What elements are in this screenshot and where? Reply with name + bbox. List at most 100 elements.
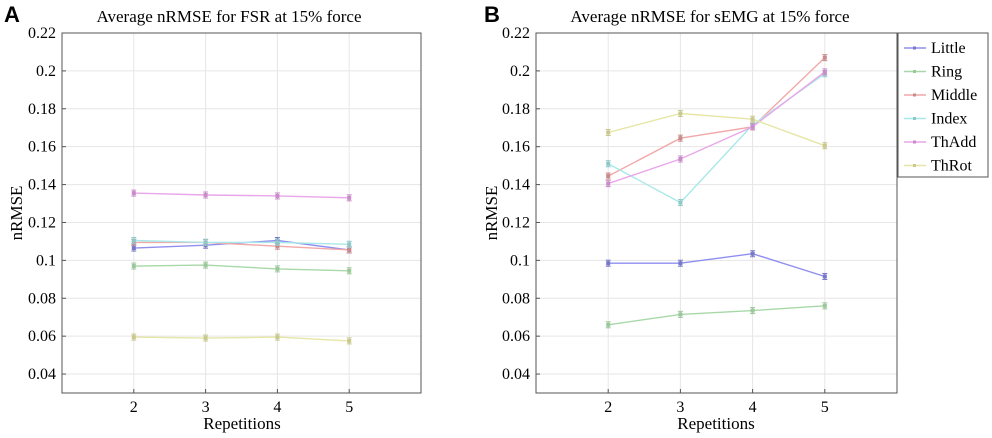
x-tick-label: 2 (604, 399, 612, 416)
y-tick-label: 0.22 (502, 25, 530, 42)
legend-marker-thadd (913, 140, 916, 144)
panel-a-series (131, 189, 352, 345)
y-tick-label: 0.08 (502, 290, 530, 307)
data-point-little (822, 274, 827, 279)
legend-label-middle: Middle (931, 87, 977, 104)
data-point-middle (606, 174, 611, 179)
data-point-little (678, 261, 683, 266)
data-point-thadd (203, 193, 208, 197)
data-point-ring (750, 308, 755, 313)
panel-b-title: Average nRMSE for sEMG at 15% force (570, 7, 849, 26)
panel-b-plot-area (535, 32, 898, 394)
data-point-middle (678, 136, 683, 141)
data-point-index (131, 238, 136, 243)
y-tick-label: 0.14 (502, 177, 530, 194)
panel-letter-b: B (484, 2, 500, 27)
x-tick-label: 3 (676, 399, 684, 416)
data-point-index (606, 161, 611, 166)
legend-marker-middle (913, 93, 916, 97)
panel-b-x-axis-label: Repetitions (677, 414, 754, 433)
data-point-throt (606, 130, 611, 135)
panel-b-grid (536, 32, 897, 393)
data-point-middle (822, 55, 827, 60)
legend-label-thadd: ThAdd (931, 134, 976, 151)
series-line-thadd (133, 192, 350, 199)
legend: Little Ring Middle Index ThAdd ThRot (897, 32, 989, 178)
series-line-little (608, 252, 826, 278)
data-point-ring (275, 266, 280, 271)
legend-label-throt: ThRot (931, 158, 972, 175)
data-point-thadd (606, 181, 611, 186)
y-tick-label: 0.2 (510, 63, 530, 80)
legend-label-ring: Ring (931, 64, 962, 81)
y-tick-label: 0.16 (28, 139, 56, 156)
legend-label-index: Index (931, 111, 967, 128)
panel-a-grid (62, 32, 421, 393)
data-point-ring (347, 268, 352, 273)
data-point-throt (203, 336, 208, 341)
data-point-throt (678, 111, 683, 116)
legend-label-little: Little (931, 40, 966, 57)
data-point-little (131, 246, 136, 251)
legend-items: Little Ring Middle Index ThAdd ThRot (904, 40, 977, 175)
y-tick-label: 0.04 (502, 366, 530, 383)
panel-a-plot-area (61, 32, 422, 394)
panel-a-title: Average nRMSE for FSR at 15% force (96, 7, 361, 26)
data-point-index (678, 200, 683, 205)
data-point-throt (347, 338, 352, 343)
panel-a-y-axis-label: nRMSE (7, 186, 26, 241)
panel-a-x-axis-label: Repetitions (203, 414, 280, 433)
y-tick-label: 0.1 (36, 252, 56, 269)
panel-b: B Average nRMSE for sEMG at 15% force 0.… (482, 2, 989, 433)
y-tick-label: 0.16 (502, 139, 530, 156)
data-point-throt (131, 335, 136, 340)
y-tick-label: 0.1 (510, 252, 530, 269)
y-tick-label: 0.06 (502, 328, 530, 345)
y-tick-label: 0.18 (28, 101, 56, 118)
data-point-thadd (678, 157, 683, 161)
x-tick-label: 4 (749, 399, 757, 416)
series-line-throt (608, 112, 826, 147)
x-tick-label: 4 (273, 399, 281, 416)
y-tick-label: 0.22 (28, 25, 56, 42)
x-tick-label: 5 (345, 399, 353, 416)
data-point-thadd (750, 124, 755, 129)
x-tick-label: 5 (821, 399, 829, 416)
panel-b-series (605, 54, 828, 329)
x-tick-label: 3 (202, 399, 210, 416)
legend-marker-little (913, 46, 916, 50)
panel-letter-a: A (4, 2, 20, 27)
data-point-throt (822, 143, 827, 148)
y-tick-label: 0.04 (28, 366, 56, 383)
panel-a: A Average nRMSE for FSR at 15% force 0.0… (4, 2, 422, 433)
data-point-little (750, 251, 755, 256)
data-point-thadd (822, 69, 827, 74)
series-line-thadd (607, 71, 826, 185)
y-tick-label: 0.14 (28, 177, 56, 194)
x-tick-label: 2 (130, 399, 138, 416)
data-point-ring (822, 303, 827, 308)
legend-marker-ring (913, 70, 916, 73)
panel-a-y-ticks: 0.04 0.06 0.08 0.1 0.12 0.14 0.16 0.18 0.2 0.22 (28, 25, 66, 383)
series-line-ring (608, 305, 825, 326)
data-point-thadd (275, 193, 280, 198)
data-point-ring (131, 264, 136, 269)
legend-box (897, 32, 989, 178)
panel-b-y-axis-label: nRMSE (482, 186, 501, 241)
data-point-ring (203, 263, 208, 268)
panel-b-x-ticks: 2 3 4 5 (604, 389, 829, 416)
data-point-ring (606, 322, 611, 327)
legend-marker-index (913, 117, 916, 120)
y-tick-label: 0.08 (28, 290, 56, 307)
y-tick-label: 0.06 (28, 328, 56, 345)
data-point-little (606, 261, 611, 266)
data-point-middle (275, 244, 280, 249)
panel-a-x-ticks: 2 3 4 5 (130, 389, 353, 416)
panel-b-y-ticks: 0.04 0.06 0.08 0.1 0.12 0.14 0.16 0.18 0.2 0.22 (502, 25, 540, 383)
data-point-ring (678, 312, 683, 317)
series-line-index (607, 73, 826, 204)
y-tick-label: 0.2 (36, 63, 56, 80)
y-tick-label: 0.12 (502, 214, 530, 231)
series-line-throt (133, 336, 350, 342)
